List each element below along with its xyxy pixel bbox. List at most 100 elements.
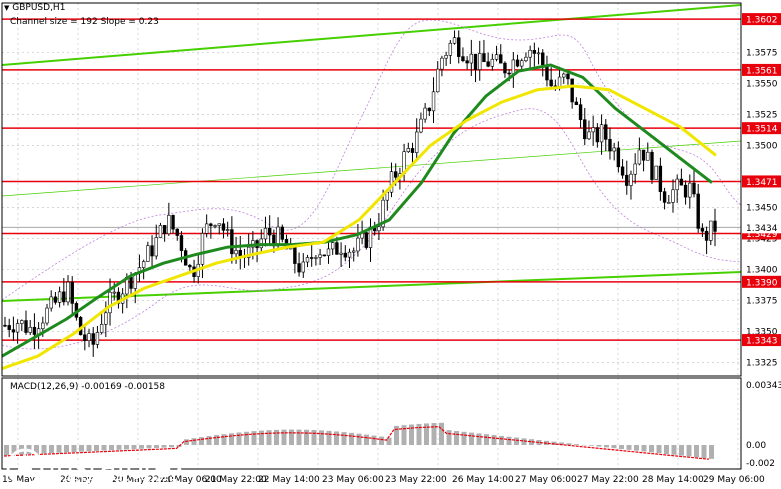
candle-body — [650, 151, 654, 180]
candle-body — [637, 149, 642, 165]
candle-body — [377, 226, 381, 232]
level-tag — [742, 334, 781, 347]
candle-body — [91, 333, 95, 345]
candle-body — [469, 53, 474, 64]
macd-bar — [41, 445, 47, 454]
candle-body — [541, 52, 545, 66]
candle-body — [104, 312, 108, 325]
macd-tick-label: 0.00343 — [746, 381, 781, 391]
macd-bar — [364, 434, 369, 445]
macd-bar — [349, 432, 354, 445]
macd-bar — [161, 445, 167, 448]
candle-body — [662, 191, 667, 203]
candle-body — [167, 215, 171, 235]
candle-body — [150, 245, 154, 257]
macd-grid — [17, 378, 739, 469]
price-axis: 1.35751.35501.35251.35001.34501.34251.34… — [746, 49, 778, 369]
candle-body — [213, 225, 217, 227]
macd-bar — [259, 430, 264, 445]
candle-body — [141, 261, 146, 268]
macd-bar — [694, 445, 699, 458]
macd-bar — [214, 435, 219, 445]
main-grid — [2, 3, 741, 376]
macd-bar — [521, 438, 527, 445]
macd-bar — [506, 436, 512, 445]
macd-bar — [596, 445, 602, 447]
time-tick-label: 20 May 22:00 — [112, 475, 174, 485]
price-tick-label: 1.3550 — [746, 80, 778, 90]
candle-body — [478, 53, 482, 70]
macd-bar — [536, 440, 542, 445]
candle-body — [53, 296, 58, 303]
candle-body — [688, 182, 692, 198]
macd-bar — [326, 430, 332, 445]
candle-body — [246, 246, 251, 258]
candle-body — [461, 56, 465, 62]
candle-body — [604, 124, 608, 140]
candle-body — [427, 107, 432, 112]
macd-bar — [199, 437, 204, 445]
candle-body — [583, 119, 587, 140]
candle-body — [511, 59, 516, 75]
candle-body — [389, 171, 394, 193]
macd-histogram — [3, 422, 714, 460]
candle-body — [591, 127, 595, 133]
time-tick-label: 27 May 06:00 — [515, 475, 577, 485]
macd-bar — [79, 445, 84, 452]
candle-body — [641, 149, 646, 161]
candle-body — [3, 324, 7, 327]
price-tick-label: 1.3350 — [746, 327, 778, 337]
macd-bar — [394, 425, 399, 445]
candle-body — [549, 79, 553, 87]
candle-body — [671, 189, 675, 203]
candle-body — [452, 37, 457, 44]
macd-bar — [191, 438, 197, 445]
candle-body — [339, 252, 343, 255]
level-tag — [742, 122, 781, 135]
candle-body — [343, 252, 347, 258]
candle-body — [692, 182, 696, 195]
candle-body — [234, 250, 238, 255]
candle-body — [20, 320, 24, 324]
candle-body — [45, 307, 49, 324]
candle-body — [448, 42, 453, 56]
current-price-tag — [742, 221, 781, 234]
macd-bar — [671, 445, 677, 455]
macd-bar — [439, 422, 444, 445]
candle-body — [301, 261, 305, 273]
dropdown-triangle-icon[interactable]: ▼ — [4, 4, 10, 12]
macd-bar — [131, 445, 137, 450]
candle-body — [330, 242, 335, 250]
macd-bar — [274, 429, 279, 445]
candle-body — [230, 229, 234, 255]
moving-averages — [1, 63, 717, 371]
logo-icon — [6, 448, 44, 486]
macd-bar — [169, 445, 174, 448]
macd-bar — [139, 445, 144, 449]
candle-body — [440, 57, 444, 70]
macd-bar — [566, 443, 572, 445]
macd-bar — [499, 435, 504, 445]
candle-body — [473, 53, 478, 70]
time-tick-label: 21 May 06:00 — [160, 475, 222, 485]
macd-bar — [206, 436, 212, 445]
candle-body — [629, 173, 633, 186]
candle-body — [406, 148, 411, 153]
macd-bar — [619, 445, 624, 450]
candle-body — [507, 72, 511, 75]
candle-body — [578, 104, 583, 121]
candle-body — [704, 230, 709, 241]
candle-body — [200, 233, 205, 265]
level-labels: 1.3602 1.3561 1.3514 1.3471 1.3429 1.3390 1.33… — [742, 13, 781, 347]
channel-mid-line — [1, 140, 742, 197]
macd-bar — [319, 430, 324, 445]
macd-bar — [686, 445, 692, 457]
level-tag — [742, 13, 781, 26]
macd-bar — [664, 445, 669, 454]
macd-bar — [401, 425, 407, 445]
macd-bar — [334, 431, 339, 445]
candle-body — [457, 37, 461, 57]
candle-body — [209, 223, 213, 226]
candle-body — [599, 124, 604, 143]
